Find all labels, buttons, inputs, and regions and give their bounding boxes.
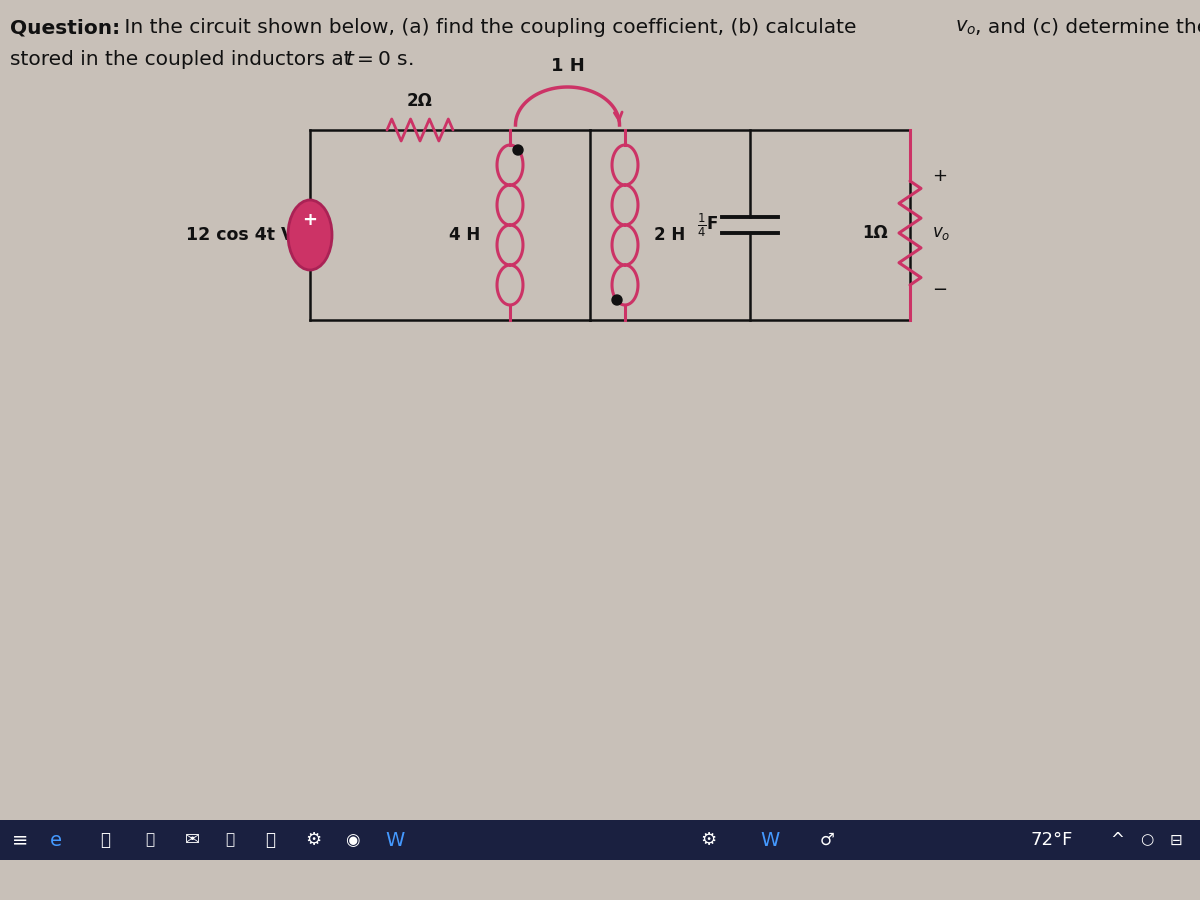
Text: ○: ○ [1140, 832, 1153, 848]
Text: 1 H: 1 H [551, 57, 584, 75]
Circle shape [612, 295, 622, 305]
Ellipse shape [288, 200, 332, 270]
Text: W: W [760, 831, 779, 850]
Text: 🔒: 🔒 [145, 832, 154, 848]
Text: 🌐: 🌐 [265, 831, 275, 849]
Text: ♂: ♂ [820, 831, 835, 849]
Text: $v_o$: $v_o$ [932, 224, 950, 242]
Text: stored in the coupled inductors at: stored in the coupled inductors at [10, 50, 358, 69]
Text: , and (c) determine the energy: , and (c) determine the energy [974, 18, 1200, 37]
Circle shape [514, 145, 523, 155]
Text: ≡: ≡ [12, 831, 29, 850]
Text: 2Ω: 2Ω [407, 92, 433, 110]
Text: 4 H: 4 H [449, 226, 481, 244]
Text: W: W [385, 831, 404, 850]
Bar [0, 820, 1200, 860]
Text: $v_o$: $v_o$ [955, 18, 977, 37]
Text: −: − [932, 281, 947, 299]
Text: +: + [302, 211, 318, 229]
Text: 12 cos 4t V: 12 cos 4t V [186, 226, 295, 244]
Text: ◉: ◉ [346, 831, 360, 849]
Text: +: + [932, 167, 947, 185]
Text: ^: ^ [1110, 831, 1124, 849]
Text: 🏠: 🏠 [100, 831, 110, 849]
Text: e: e [50, 831, 62, 850]
Text: 72°F: 72°F [1030, 831, 1073, 849]
Text: ⊟: ⊟ [1170, 832, 1183, 848]
Text: 2 H: 2 H [654, 226, 685, 244]
Text: $t = 0$ s.: $t = 0$ s. [346, 50, 414, 69]
Text: ⚙: ⚙ [700, 831, 716, 849]
Text: ⚙: ⚙ [305, 831, 322, 849]
Text: $\frac{1}{4}$F: $\frac{1}{4}$F [697, 212, 719, 239]
Text: Question:: Question: [10, 18, 120, 37]
Text: ✉: ✉ [185, 831, 200, 849]
Text: In the circuit shown below, (a) find the coupling coefficient, (b) calculate: In the circuit shown below, (a) find the… [118, 18, 863, 37]
Text: ⬛: ⬛ [226, 832, 234, 848]
Text: 1Ω: 1Ω [862, 224, 888, 242]
